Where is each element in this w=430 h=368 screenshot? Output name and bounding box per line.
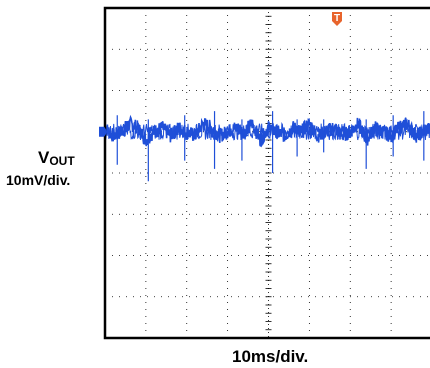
channel-name-label: VOUT xyxy=(38,148,75,168)
plot-frame xyxy=(103,6,430,340)
grid xyxy=(105,7,430,339)
channel-marker-arrow xyxy=(99,126,107,137)
trigger-marker-label: T xyxy=(334,13,340,24)
trace-noise xyxy=(104,121,430,141)
timebase-label: 10ms/div. xyxy=(232,347,309,366)
vout-trace xyxy=(104,111,430,182)
trigger-marker: T xyxy=(332,12,342,26)
trigger-marker-shape xyxy=(332,12,342,26)
channel-name-sub: OUT xyxy=(49,154,75,168)
vertical-scale-label: 10mV/div. xyxy=(6,172,71,188)
channel-marker xyxy=(99,126,107,137)
channel-name-main: V xyxy=(38,148,50,167)
